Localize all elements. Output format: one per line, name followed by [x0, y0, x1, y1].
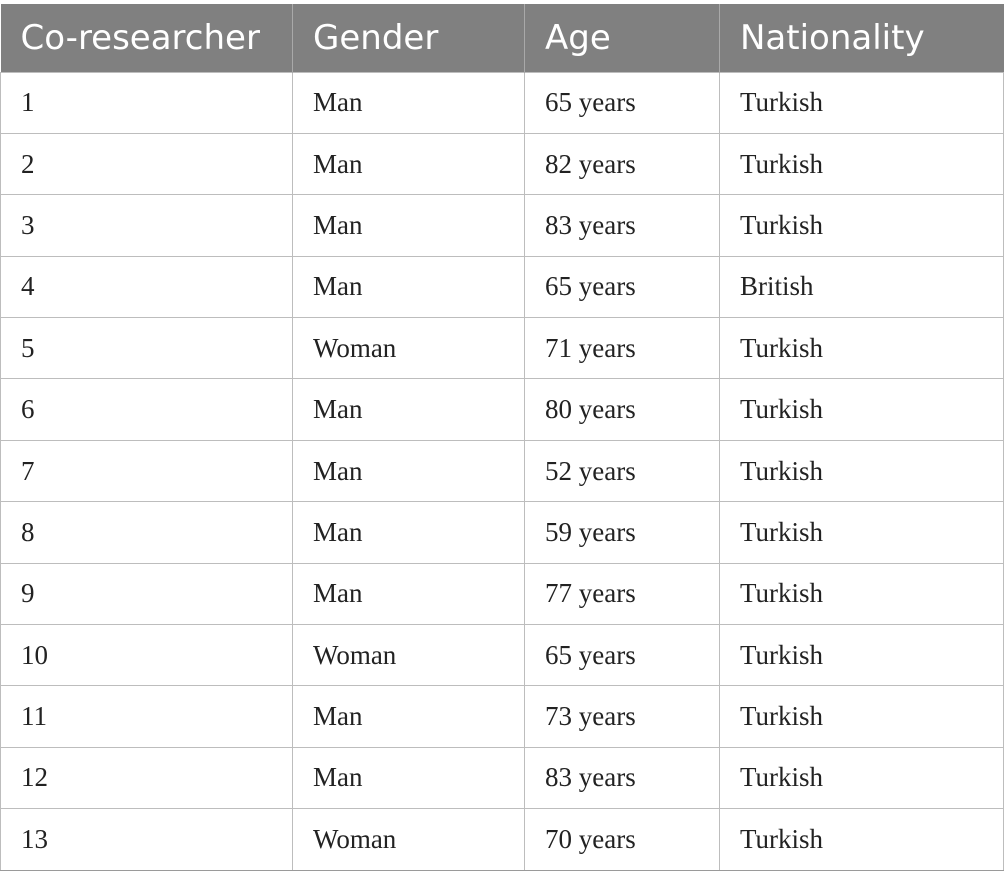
- header-co-researcher: Co-researcher: [0, 4, 293, 72]
- cell-age: 83 years: [524, 746, 720, 810]
- cell-nationality: Turkish: [719, 194, 1004, 257]
- table-row: 7 Man 52 years Turkish: [0, 439, 1004, 503]
- table-row: 8 Man 59 years Turkish: [0, 501, 1004, 564]
- cell-co-researcher: 9: [0, 562, 293, 626]
- table-header: Co-researcher Gender Age Nationality: [0, 4, 1004, 72]
- cell-age: 71 years: [524, 317, 720, 380]
- table-row: 3 Man 83 years Turkish: [0, 194, 1004, 257]
- cell-gender: Man: [292, 132, 525, 196]
- cell-nationality: Turkish: [719, 378, 1004, 441]
- cell-gender: Man: [292, 746, 525, 810]
- cell-gender: Woman: [292, 624, 525, 687]
- cell-gender: Man: [292, 378, 525, 441]
- co-researcher-table: Co-researcher Gender Age Nationality 1 M…: [0, 4, 1004, 871]
- cell-gender: Man: [292, 501, 525, 564]
- cell-co-researcher: 4: [0, 255, 293, 319]
- table-row: 1 Man 65 years Turkish: [0, 71, 1004, 134]
- co-researcher-table-container: Co-researcher Gender Age Nationality 1 M…: [0, 4, 1004, 871]
- cell-age: 73 years: [524, 685, 720, 748]
- header-nationality: Nationality: [719, 4, 1004, 72]
- cell-age: 65 years: [524, 71, 720, 134]
- table-row: 4 Man 65 years British: [0, 255, 1004, 319]
- cell-nationality: Turkish: [719, 501, 1004, 564]
- cell-nationality: Turkish: [719, 562, 1004, 626]
- cell-age: 70 years: [524, 808, 720, 871]
- cell-gender: Man: [292, 255, 525, 319]
- cell-age: 52 years: [524, 439, 720, 503]
- cell-co-researcher: 2: [0, 132, 293, 196]
- cell-nationality: Turkish: [719, 132, 1004, 196]
- cell-co-researcher: 1: [0, 71, 293, 134]
- cell-co-researcher: 3: [0, 194, 293, 257]
- cell-gender: Man: [292, 685, 525, 748]
- cell-co-researcher: 5: [0, 317, 293, 380]
- cell-nationality: Turkish: [719, 317, 1004, 380]
- cell-age: 77 years: [524, 562, 720, 626]
- cell-age: 83 years: [524, 194, 720, 257]
- cell-co-researcher: 10: [0, 624, 293, 687]
- cell-nationality: British: [719, 255, 1004, 319]
- cell-co-researcher: 6: [0, 378, 293, 441]
- table-row: 2 Man 82 years Turkish: [0, 132, 1004, 196]
- cell-age: 65 years: [524, 255, 720, 319]
- cell-nationality: Turkish: [719, 624, 1004, 687]
- cell-age: 65 years: [524, 624, 720, 687]
- cell-nationality: Turkish: [719, 439, 1004, 503]
- cell-gender: Man: [292, 562, 525, 626]
- table-row: 9 Man 77 years Turkish: [0, 562, 1004, 626]
- cell-nationality: Turkish: [719, 808, 1004, 871]
- table-row: 5 Woman 71 years Turkish: [0, 317, 1004, 380]
- cell-co-researcher: 13: [0, 808, 293, 871]
- cell-gender: Woman: [292, 317, 525, 380]
- header-gender: Gender: [292, 4, 525, 72]
- cell-co-researcher: 7: [0, 439, 293, 503]
- cell-gender: Man: [292, 439, 525, 503]
- cell-co-researcher: 12: [0, 746, 293, 810]
- cell-co-researcher: 8: [0, 501, 293, 564]
- cell-age: 80 years: [524, 378, 720, 441]
- cell-nationality: Turkish: [719, 71, 1004, 134]
- table-row: 11 Man 73 years Turkish: [0, 685, 1004, 748]
- cell-nationality: Turkish: [719, 746, 1004, 810]
- table-row: 6 Man 80 years Turkish: [0, 378, 1004, 441]
- cell-age: 59 years: [524, 501, 720, 564]
- cell-age: 82 years: [524, 132, 720, 196]
- header-age: Age: [524, 4, 720, 72]
- cell-gender: Woman: [292, 808, 525, 871]
- cell-nationality: Turkish: [719, 685, 1004, 748]
- table-row: 10 Woman 65 years Turkish: [0, 624, 1004, 687]
- header-row: Co-researcher Gender Age Nationality: [0, 4, 1004, 72]
- table-row: 12 Man 83 years Turkish: [0, 746, 1004, 810]
- cell-gender: Man: [292, 194, 525, 257]
- table-row: 13 Woman 70 years Turkish: [0, 808, 1004, 871]
- cell-gender: Man: [292, 71, 525, 134]
- table-body: 1 Man 65 years Turkish 2 Man 82 years Tu…: [0, 71, 1004, 871]
- cell-co-researcher: 11: [0, 685, 293, 748]
